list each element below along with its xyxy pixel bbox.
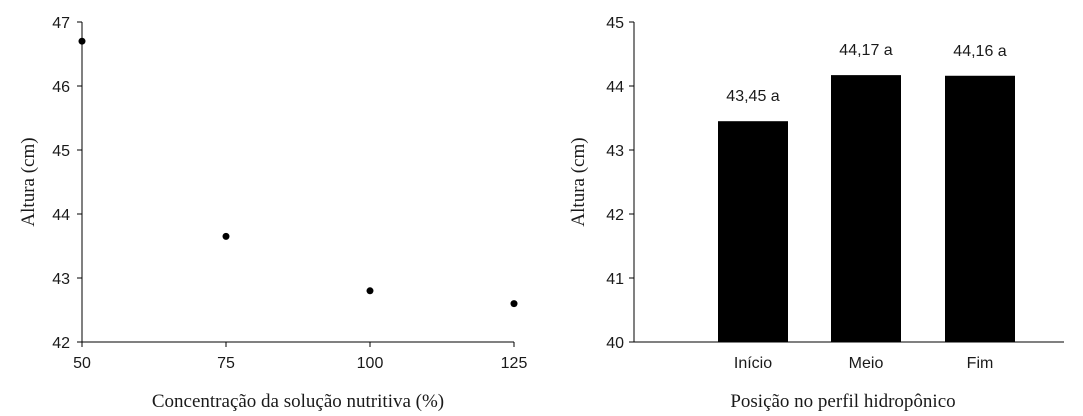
bar <box>831 75 901 343</box>
bar-category-label: Início <box>734 355 772 372</box>
bar-y-tick-label: 41 <box>606 271 624 288</box>
bar-data-labels: 43,45 a 44,17 a 44,16 a <box>726 42 1006 105</box>
bar-y-tick-label: 43 <box>606 143 624 160</box>
bar-y-axis-title: Altura (cm) <box>568 137 589 226</box>
scatter-y-tick-label: 45 <box>52 143 70 160</box>
bar-y-ticks: 40 41 42 43 44 45 <box>606 15 634 352</box>
bar-data-label: 44,17 a <box>839 42 892 59</box>
bar-y-tick-label: 40 <box>606 335 624 352</box>
scatter-points <box>78 37 518 308</box>
scatter-y-tick-label: 46 <box>52 79 70 96</box>
scatter-point <box>510 300 518 308</box>
scatter-y-tick-label: 42 <box>52 335 70 352</box>
bar-data-label: 43,45 a <box>726 88 779 105</box>
scatter-point <box>222 232 230 240</box>
scatter-y-tick-label: 43 <box>52 271 70 288</box>
bar-y-tick-label: 42 <box>606 207 624 224</box>
scatter-x-tick-label: 100 <box>357 355 384 372</box>
bar-x-axis-title: Posição no perfil hidropônico <box>730 391 955 412</box>
bar <box>945 75 1015 342</box>
scatter-x-tick-label: 125 <box>501 355 528 372</box>
scatter-x-ticks: 50 75 100 125 <box>73 342 527 372</box>
bar-bars <box>718 75 1015 343</box>
bar-data-label: 44,16 a <box>953 43 1006 60</box>
bar-category-label: Fim <box>967 355 994 372</box>
scatter-x-axis-title: Concentração da solução nutritiva (%) <box>152 391 444 412</box>
bar-y-tick-label: 44 <box>606 79 624 96</box>
scatter-y-tick-label: 44 <box>52 207 70 224</box>
scatter-point <box>78 37 86 45</box>
scatter-y-tick-label: 47 <box>52 15 70 32</box>
scatter-x-tick-label: 75 <box>217 355 235 372</box>
bar-y-tick-label: 45 <box>606 15 624 32</box>
bar-chart: 40 41 42 43 44 45 Início Meio Fim 43,45 a 44,17 … <box>568 15 1064 412</box>
scatter-x-tick-label: 50 <box>73 355 91 372</box>
scatter-y-axis-title: Altura (cm) <box>18 137 39 226</box>
scatter-y-ticks: 42 43 44 45 46 47 <box>52 15 82 352</box>
bar-category-label: Meio <box>849 355 884 372</box>
bar <box>718 121 788 342</box>
scatter-point <box>366 287 374 295</box>
bar-category-labels: Início Meio Fim <box>734 355 993 372</box>
scatter-chart: 42 43 44 45 46 47 50 75 100 125 Altura (cm) Conc… <box>18 15 527 412</box>
